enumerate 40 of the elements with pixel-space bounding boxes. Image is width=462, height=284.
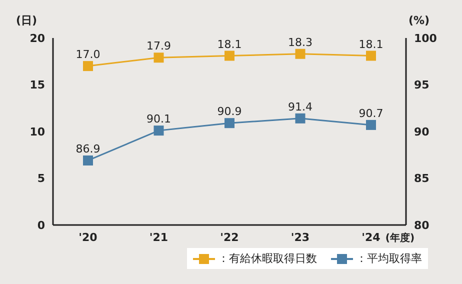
data-label: 90.9 xyxy=(217,105,242,118)
y-tick-label: 10 xyxy=(30,125,46,138)
data-label: 18.1 xyxy=(217,38,242,51)
data-label: 90.7 xyxy=(358,106,384,120)
x-tick-label: '20 xyxy=(78,230,98,244)
point xyxy=(295,113,306,124)
y-tick-label: 20 xyxy=(30,32,46,45)
data-label: 17.9 xyxy=(146,40,171,53)
y-tick-label: 15 xyxy=(30,78,45,92)
x-tick-label: '24 xyxy=(362,230,381,244)
y2-tick-label: 85 xyxy=(414,172,430,186)
x-tick-label: '21 xyxy=(149,230,168,244)
y-tick-label: 0 xyxy=(37,218,46,232)
data-label: 18.3 xyxy=(288,36,312,49)
data-label: 17.0 xyxy=(76,48,100,62)
point xyxy=(83,155,93,166)
point xyxy=(295,48,306,59)
point xyxy=(83,61,93,72)
legend-label: ：平均取得率 xyxy=(356,251,422,266)
y2-tick-label: 90 xyxy=(414,125,430,138)
point xyxy=(224,118,234,128)
y2-tick-label: 80 xyxy=(414,218,430,232)
data-label: 90.1 xyxy=(146,112,171,126)
point xyxy=(366,120,376,130)
x-axis-title: (年度) xyxy=(385,232,415,244)
data-label: 91.4 xyxy=(288,100,312,114)
x-tick-label: '23 xyxy=(290,230,310,244)
point xyxy=(366,50,376,61)
y2-tick-label: 100 xyxy=(414,32,438,45)
data-label: 18.1 xyxy=(358,38,384,51)
y2-axis-title: (%) xyxy=(408,14,430,27)
point xyxy=(154,52,164,63)
point xyxy=(154,126,164,136)
x-tick-label: '22 xyxy=(220,230,239,244)
point xyxy=(224,50,234,61)
y2-tick-label: 95 xyxy=(414,78,430,92)
y-tick-label: 5 xyxy=(37,172,45,186)
y-axis-title: (日) xyxy=(16,14,38,27)
data-label: 86.9 xyxy=(76,142,100,156)
legend-label: ：有給休暇取得日数 xyxy=(218,251,317,266)
